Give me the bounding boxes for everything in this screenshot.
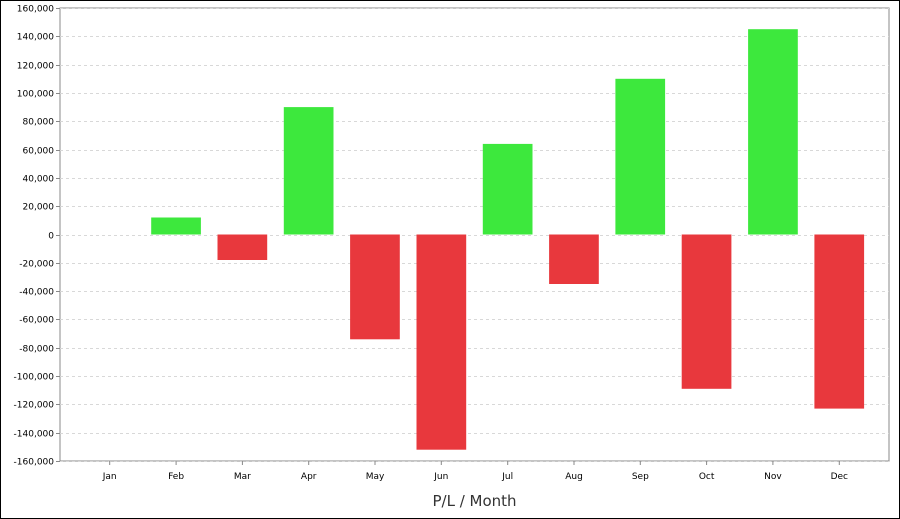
y-tick-label: -40,000	[19, 288, 54, 298]
x-tick-label: Jul	[501, 472, 513, 482]
x-tick-label: Nov	[764, 472, 782, 482]
x-tick-label: Jan	[102, 472, 117, 482]
x-axis: Jan Feb Mar Apr May Jun Jul Aug Sep Oct Nov Dec	[102, 461, 848, 482]
x-tick-label: Apr	[301, 472, 317, 482]
bar-nov	[748, 29, 798, 235]
bar-jul	[482, 143, 533, 235]
bar-mar	[217, 234, 268, 260]
bars	[151, 29, 865, 450]
bar-jun	[416, 234, 467, 450]
y-tick-label: -20,000	[19, 260, 54, 270]
y-tick-label: 120,000	[17, 62, 54, 72]
x-tick-label: Mar	[234, 472, 251, 482]
y-tick-label: -60,000	[19, 316, 54, 326]
y-tick-label: 20,000	[23, 203, 55, 213]
x-tick-label: Sep	[632, 472, 649, 482]
y-axis: 160,000 140,000 120,000 100,000 80,000 60,000…	[14, 5, 60, 468]
bar-feb	[151, 217, 201, 235]
y-tick-label: -140,000	[14, 430, 55, 440]
y-tick-label: 40,000	[23, 175, 55, 185]
x-tick-label: Feb	[168, 472, 184, 482]
y-tick-label: 160,000	[17, 5, 54, 15]
x-axis-title: P/L / Month	[432, 492, 516, 510]
x-tick-label: Jun	[433, 472, 448, 482]
y-tick-label: 140,000	[17, 33, 54, 43]
y-tick-label: 0	[48, 232, 54, 242]
x-tick-label: Oct	[699, 472, 715, 482]
bar-apr	[283, 107, 334, 235]
bar-may	[350, 234, 400, 340]
y-tick-label: -160,000	[14, 458, 55, 468]
x-tick-label: May	[366, 472, 385, 482]
bar-dec	[814, 234, 865, 409]
y-tick-label: -100,000	[14, 373, 55, 383]
bar-sep	[615, 78, 666, 235]
y-tick-label: 80,000	[23, 118, 55, 128]
y-tick-label: 100,000	[17, 90, 54, 100]
bar-oct	[681, 234, 732, 389]
y-tick-label: 60,000	[23, 147, 55, 157]
y-tick-label: -80,000	[19, 345, 54, 355]
x-tick-label: Dec	[831, 472, 848, 482]
bar-aug	[549, 234, 599, 284]
y-tick-label: -120,000	[14, 401, 55, 411]
x-tick-label: Aug	[565, 472, 583, 482]
